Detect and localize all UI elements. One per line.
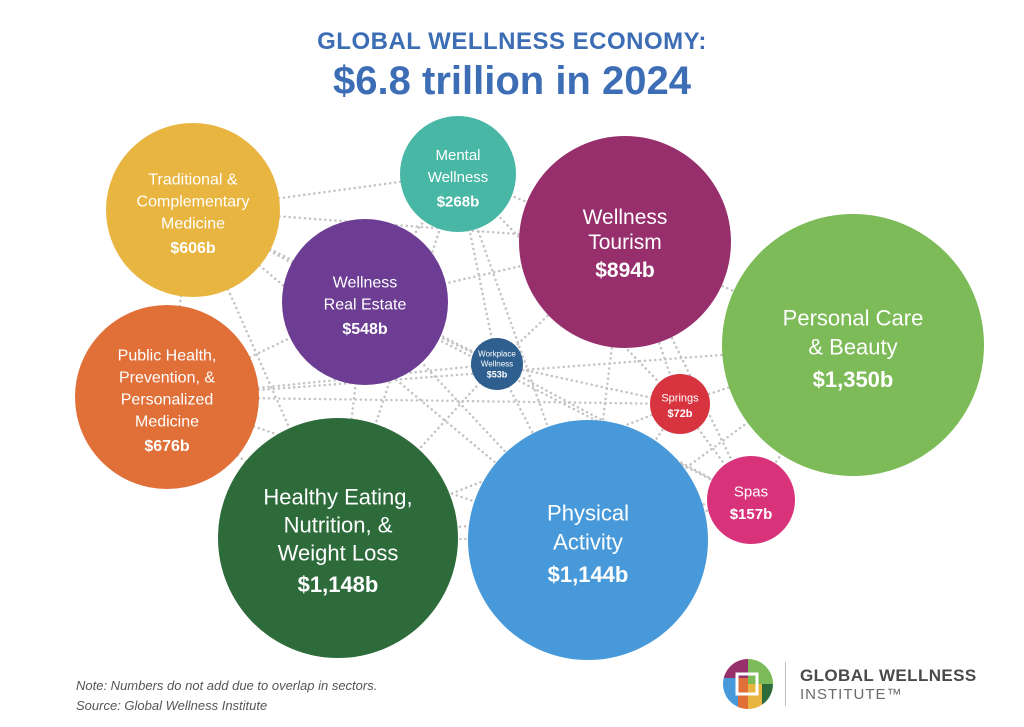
bubble-label-public-health: Public Health, (118, 348, 217, 365)
bubble-label-workplace-wellness: Workplace (478, 349, 516, 358)
bubble-public-health: Public Health, Prevention, & Personalized M… (75, 305, 259, 489)
chart-subtitle: GLOBAL WELLNESS ECONOMY: (317, 28, 707, 55)
bubble-label-wellness-tourism: Wellness (583, 206, 668, 229)
bubble-value-public-health: $676b (144, 438, 190, 455)
bubble-label-healthy-eating: Nutrition, & (284, 513, 393, 538)
link-traditional-medicine-healthy-eating (191, 208, 340, 540)
bubble-physical-activity: Physical Activity $1,144b (468, 420, 708, 660)
bubble-label-personal-care-beauty: & Beauty (808, 334, 897, 359)
link-mental-wellness-springs (456, 172, 682, 406)
logo-square (735, 672, 759, 696)
link-wellness-real-estate-physical-activity (363, 300, 590, 542)
bubble-label-physical-activity: Physical (547, 500, 629, 525)
bubble-circle-wellness-tourism (519, 136, 731, 348)
chart-header: GLOBAL WELLNESS ECONOMY: $6.8 trillion i… (0, 28, 1024, 104)
bubble-value-healthy-eating: $1,148b (298, 572, 379, 597)
bubble-circle-springs (650, 374, 710, 434)
logo-segment (748, 659, 773, 684)
bubble-spas: Spas $157b (707, 456, 795, 544)
bubble-circle-mental-wellness (400, 116, 516, 232)
bubble-label-traditional-medicine: Complementary (137, 194, 250, 211)
bubble-value-mental-wellness: $268b (437, 193, 480, 210)
bubble-value-wellness-real-estate: $548b (342, 321, 388, 338)
bubble-value-workplace-wellness: $53b (487, 370, 508, 380)
footnote: Note: Numbers do not add due to overlap … (76, 676, 377, 716)
link-wellness-real-estate-wellness-tourism (363, 240, 627, 304)
bubble-circle-workplace-wellness (471, 338, 523, 390)
bubble-label-public-health: Medicine (135, 414, 199, 431)
bubble-value-wellness-tourism: $894b (595, 259, 655, 282)
bubble-label-public-health: Prevention, & (119, 370, 215, 387)
bubble-label-traditional-medicine: Traditional & (148, 172, 238, 189)
bubble-value-springs: $72b (667, 408, 692, 420)
bubble-label-mental-wellness: Mental (435, 147, 480, 164)
bubble-label-wellness-real-estate: Wellness (333, 275, 398, 292)
bubble-circle-wellness-real-estate (282, 219, 448, 385)
bubble-label-workplace-wellness: Wellness (481, 359, 513, 368)
logo-name: GLOBAL WELLNESS (800, 666, 977, 685)
logo-subtitle: INSTITUTE™ (800, 686, 903, 703)
bubble-wellness-real-estate: Wellness Real Estate $548b (282, 219, 448, 385)
logo-divider (785, 662, 786, 706)
logo-segment (762, 684, 773, 709)
bubble-circle-traditional-medicine (106, 123, 280, 297)
bubble-value-physical-activity: $1,144b (548, 562, 629, 587)
sector-bubbles: Personal Care & Beauty $1,350b Healthy Eati… (75, 116, 984, 660)
bubble-label-public-health: Personalized (121, 392, 214, 409)
bubble-label-wellness-real-estate: Real Estate (324, 297, 407, 314)
bubble-circle-spas (707, 456, 795, 544)
bubble-springs: Springs $72b (650, 374, 710, 434)
bubble-value-traditional-medicine: $606b (170, 240, 216, 257)
bubble-label-personal-care-beauty: Personal Care (783, 305, 924, 330)
bubble-label-healthy-eating: Weight Loss (278, 541, 399, 566)
bubble-label-physical-activity: Activity (553, 529, 623, 554)
logo-segment (748, 684, 762, 709)
bubble-value-spas: $157b (730, 506, 773, 523)
bubble-label-healthy-eating: Healthy Eating, (263, 485, 412, 510)
source-text: Source: Global Wellness Institute (76, 698, 268, 713)
bubble-value-personal-care-beauty: $1,350b (813, 367, 894, 392)
bubble-circle-public-health (75, 305, 259, 489)
bubble-label-springs: Springs (661, 392, 699, 404)
bubble-healthy-eating: Healthy Eating, Nutrition, & Weight Loss $1… (218, 418, 458, 658)
bubble-label-mental-wellness: Wellness (428, 169, 489, 186)
bubble-label-spas: Spas (734, 484, 768, 501)
bubble-personal-care-beauty: Personal Care & Beauty $1,350b (722, 214, 984, 476)
bubble-label-wellness-tourism: Tourism (588, 231, 662, 254)
link-mental-wellness-physical-activity (456, 172, 590, 542)
note-text: Note: Numbers do not add due to overlap … (76, 678, 378, 693)
link-wellness-tourism-spas (623, 240, 753, 502)
bubble-traditional-medicine: Traditional & Complementary Medicine $606b (106, 123, 280, 297)
chart-title: $6.8 trillion in 2024 (333, 59, 691, 103)
link-traditional-medicine-mental-wellness (191, 172, 460, 212)
bubble-label-traditional-medicine: Medicine (161, 216, 225, 233)
bubble-circle-personal-care-beauty (722, 214, 984, 476)
bubble-circle-healthy-eating (218, 418, 458, 658)
bubble-circle-physical-activity (468, 420, 708, 660)
gwi-logo: GLOBAL WELLNESS INSTITUTE™ (722, 658, 1002, 710)
gwi-logo-icon (723, 659, 773, 709)
link-mental-wellness-workplace-wellness (456, 172, 499, 366)
bubble-mental-wellness: Mental Wellness $268b (400, 116, 516, 232)
